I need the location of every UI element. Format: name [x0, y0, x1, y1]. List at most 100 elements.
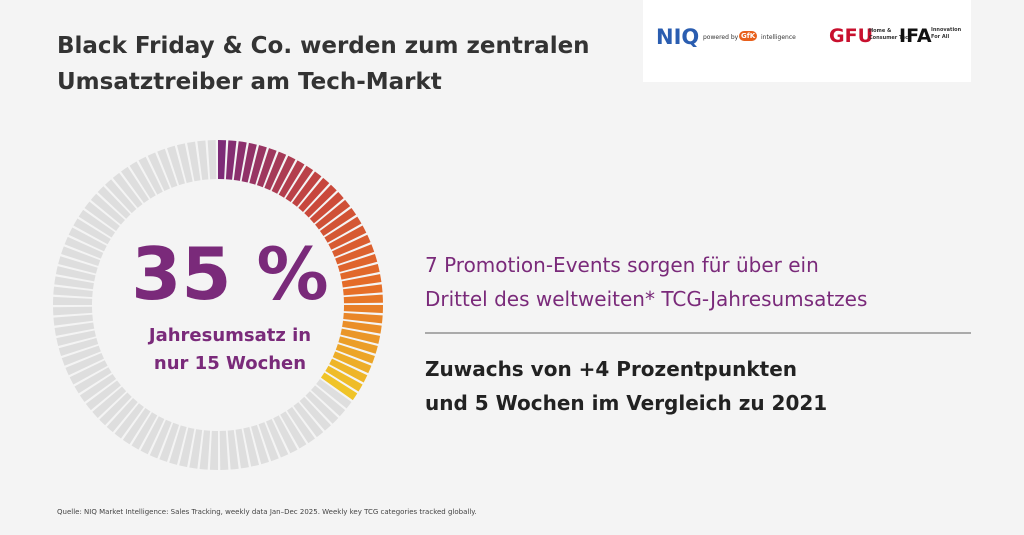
gauge-segment-empty: [251, 424, 269, 465]
gauge-segment-empty: [199, 430, 211, 470]
gauge-segment-empty: [147, 152, 170, 191]
gauge-segment-empty: [56, 330, 96, 347]
divider: [425, 332, 971, 334]
gauge-segment-filled: [329, 358, 368, 383]
gauge-segment-empty: [129, 161, 156, 199]
gauge-segment-filled: [343, 294, 383, 304]
logo-line: Home &: [869, 28, 892, 34]
gauge-segment-empty: [219, 430, 229, 470]
gauge-segment-empty: [189, 429, 203, 469]
gauge-segment-empty: [197, 140, 209, 180]
gauge-segment-empty: [84, 201, 120, 231]
gauge-segment-empty: [187, 141, 201, 182]
caption-line: Jahresumsatz in: [148, 325, 312, 346]
gauge-segment-empty: [149, 419, 172, 459]
gauge-segment-empty: [106, 398, 138, 433]
gauge-segment-filled: [309, 192, 344, 224]
gauge-segment-empty: [157, 148, 178, 188]
gauge-segment-empty: [54, 276, 94, 290]
logo-text: powered by: [703, 34, 739, 41]
gauge-segment-filled: [241, 142, 257, 183]
gauge-segment-empty: [65, 353, 104, 376]
logo-box: NIQ powered by GfK intelligence GFU Home…: [643, 0, 971, 82]
gauge-segment-empty: [176, 143, 193, 183]
gauge-segment-filled: [285, 165, 314, 203]
gauge-segment-filled: [342, 320, 382, 334]
logo-ifa: IFA: [899, 25, 932, 47]
logo-text: Innovation For All: [931, 27, 961, 41]
gauge-segment-filled: [340, 328, 381, 344]
statement-line: Zuwachs von +4 Prozentpunkten: [425, 357, 798, 381]
gauge-segment-empty: [105, 179, 137, 214]
gauge-segment-empty: [68, 227, 107, 252]
gauge-segment-filled: [343, 284, 383, 296]
gauge-segment-empty: [73, 218, 111, 245]
gauge-segment-empty: [114, 403, 144, 439]
gauge-segment-filled: [264, 151, 287, 191]
gauge-segment-filled: [332, 234, 371, 257]
gauge-segment-empty: [299, 396, 331, 431]
gauge-caption: Jahresumsatz in nur 15 Wochen: [80, 322, 380, 378]
statement-line: und 5 Wochen im Vergleich zu 2021: [425, 391, 828, 415]
gauge-segment-empty: [112, 172, 143, 208]
gauge-segment-filled: [320, 372, 358, 401]
gauge-segment-filled: [328, 225, 367, 250]
gauge-segment-empty: [227, 430, 239, 470]
gauge-segment-empty: [53, 306, 93, 316]
gauge-segment-empty: [61, 345, 101, 366]
gauge-segment-empty: [207, 140, 217, 180]
gauge-segment-empty: [138, 156, 163, 195]
statement-line: Drittel des weltweiten* TCG-Jahresumsatz…: [425, 287, 868, 311]
gauge-segment-empty: [305, 391, 339, 424]
gauge-segment-empty: [266, 419, 289, 458]
gauge-segment-filled: [338, 336, 378, 354]
gauge-segment-empty: [55, 266, 96, 282]
gauge-segment-empty: [54, 322, 95, 336]
gauge-segment-empty: [311, 385, 346, 417]
gauge-segment-empty: [74, 367, 112, 394]
gauge-segment-empty: [258, 422, 279, 462]
statement: 7 Promotion-Events sorgen für über ein D…: [425, 248, 867, 316]
gauge-segment-filled: [325, 365, 363, 392]
logo-niq: NIQ: [656, 25, 700, 49]
gauge-segment-empty: [169, 425, 187, 465]
logo-line: Consumer Tech: [869, 35, 912, 41]
gauge-segment-filled: [340, 263, 380, 280]
gauge-segment-empty: [167, 145, 185, 186]
gauge-segment-filled: [319, 208, 357, 237]
caption-line: nur 15 Wochen: [153, 353, 307, 374]
gauge-segment-filled: [332, 351, 372, 374]
gauge-segment-filled: [298, 177, 330, 212]
gauge-segment-filled: [337, 254, 378, 272]
logo-line: For All: [931, 34, 950, 40]
gauge-segment-empty: [121, 166, 150, 204]
gauge-segment-filled: [343, 312, 383, 324]
gauge-segment-empty: [92, 386, 127, 418]
gauge-segment-empty: [53, 286, 93, 298]
gauge-segment-filled: [304, 184, 337, 218]
gauge-value: 35 %: [131, 232, 329, 316]
gauge-segment-filled: [343, 305, 383, 314]
gauge-segment-empty: [99, 392, 132, 426]
statement-line: 7 Promotion-Events sorgen für über ein: [425, 253, 819, 277]
gauge-segment-filled: [315, 199, 351, 230]
gauge-segment-filled: [233, 141, 247, 181]
gauge-segment-filled: [335, 244, 375, 265]
gauge-segment-empty: [97, 186, 131, 219]
gauge-segment-filled: [218, 140, 227, 180]
gauge-segment-empty: [179, 427, 195, 468]
gauge-segment-empty: [293, 402, 324, 438]
logo-text: Home & Consumer Tech: [869, 28, 912, 42]
gauge-segment-empty: [53, 296, 93, 305]
gauge: [53, 140, 383, 470]
gauge-segment-filled: [256, 148, 277, 188]
source-note: Quelle: NIQ Market Intelligence: Sales T…: [57, 508, 477, 516]
gauge-segment-empty: [316, 379, 352, 409]
title-line: Black Friday & Co. werden zum zentralen: [57, 33, 590, 59]
statement: Zuwachs von +4 Prozentpunkten und 5 Woch…: [425, 352, 827, 420]
gauge-segment-empty: [58, 338, 99, 356]
gauge-segment-filled: [225, 140, 237, 180]
logo-line: Innovation: [931, 27, 962, 33]
logo-text: intelligence: [761, 34, 796, 41]
